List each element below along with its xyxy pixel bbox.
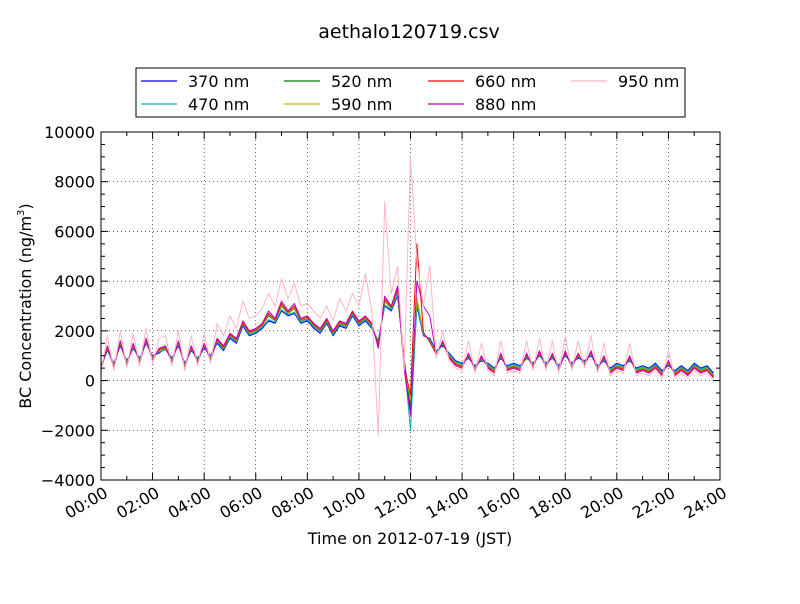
chart-title: aethalo120719.csv xyxy=(318,21,500,43)
legend-label: 520 nm xyxy=(331,72,392,91)
x-tick-label: 16:00 xyxy=(474,483,523,523)
series-line-950-nm xyxy=(100,156,714,436)
y-tick-labels: −4000 −2000 0 2000 4000 6000 8000 10000 xyxy=(41,123,95,490)
y-tick-label: −2000 xyxy=(41,421,95,440)
legend: 370 nm 470 nm 520 nm 590 nm 660 nm 880 nm 950 … xyxy=(135,67,686,118)
y-tick-label: −4000 xyxy=(41,471,95,490)
x-tick-label: 24:00 xyxy=(681,483,730,523)
legend-label: 470 nm xyxy=(188,95,249,114)
series-line-470-nm xyxy=(100,294,714,431)
y-tick-label: 8000 xyxy=(54,173,95,192)
legend-label: 590 nm xyxy=(331,95,392,114)
legend-label: 660 nm xyxy=(475,72,536,91)
legend-label: 950 nm xyxy=(618,72,679,91)
x-tick-label: 22:00 xyxy=(629,483,678,523)
x-tick-label: 20:00 xyxy=(577,483,626,523)
axis-ticks xyxy=(100,131,721,481)
series-line-880-nm xyxy=(100,280,714,416)
y-axis-label-close: ) xyxy=(16,203,35,209)
x-tick-label: 06:00 xyxy=(216,483,265,523)
y-axis-label-sup: 3 xyxy=(16,210,27,216)
x-tick-label: 12:00 xyxy=(371,483,420,523)
x-tick-label: 08:00 xyxy=(268,483,317,523)
x-tick-labels: 00:00 02:00 04:00 06:00 08:00 10:00 12:00 14:00… xyxy=(62,483,730,523)
legend-box xyxy=(135,67,686,118)
y-axis-label-main: BC Concentration (ng/m xyxy=(16,216,35,409)
y-tick-label: 6000 xyxy=(54,222,95,241)
legend-label: 880 nm xyxy=(475,95,536,114)
legend-label: 370 nm xyxy=(188,72,249,91)
y-tick-label: 0 xyxy=(85,372,95,391)
x-axis-label: Time on 2012-07-19 (JST) xyxy=(307,529,512,548)
x-tick-label: 02:00 xyxy=(113,483,162,523)
x-tick-label: 04:00 xyxy=(165,483,214,523)
x-tick-label: 18:00 xyxy=(526,483,575,523)
y-axis-label: BC Concentration (ng/m3) xyxy=(16,203,35,408)
y-tick-label: 4000 xyxy=(54,272,95,291)
y-tick-label: 10000 xyxy=(44,123,95,142)
x-tick-label: 14:00 xyxy=(423,483,472,523)
y-tick-label: 2000 xyxy=(54,322,95,341)
series-lines xyxy=(100,156,714,436)
x-tick-label: 10:00 xyxy=(319,483,368,523)
